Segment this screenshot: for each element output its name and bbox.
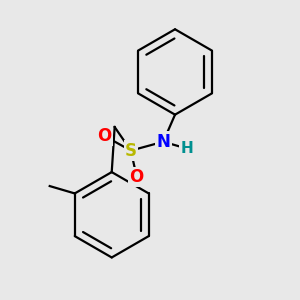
- Text: O: O: [97, 127, 112, 145]
- Text: H: H: [180, 141, 193, 156]
- Text: O: O: [130, 168, 144, 186]
- Text: S: S: [125, 142, 137, 160]
- Text: N: N: [156, 133, 170, 151]
